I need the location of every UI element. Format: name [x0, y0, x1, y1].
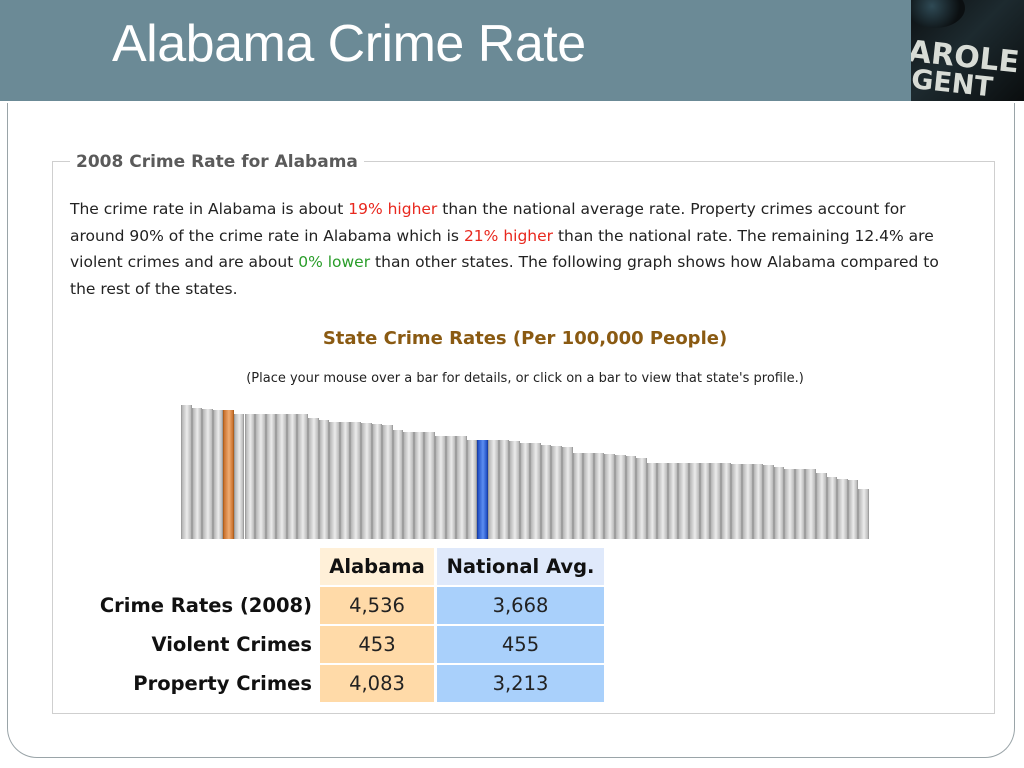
- chart-bar[interactable]: [244, 413, 256, 539]
- chart-bar[interactable]: [413, 432, 425, 539]
- chart-bar[interactable]: [329, 422, 340, 539]
- chart-bar[interactable]: [646, 462, 658, 539]
- national-value: 3,668: [437, 587, 604, 624]
- chart-bar[interactable]: [731, 464, 742, 539]
- chart-bar[interactable]: [255, 413, 266, 539]
- parole-agent-photo: AROLE GENT: [911, 0, 1024, 101]
- chart-bar[interactable]: [678, 462, 690, 539]
- table-header-alabama: Alabama: [320, 548, 437, 585]
- chart-bar[interactable]: [805, 469, 817, 539]
- table-row: Violent Crimes 453 455: [72, 626, 604, 663]
- slide-header: Alabama Crime Rate: [0, 0, 1024, 101]
- row-label: Crime Rates (2008): [99, 594, 312, 617]
- slide-title: Alabama Crime Rate: [112, 15, 586, 73]
- alabama-value: 4,083: [320, 665, 437, 702]
- table-row: Property Crimes 4,083 3,213: [72, 665, 604, 702]
- national-value: 3,213: [437, 665, 604, 702]
- chart-bar[interactable]: [636, 458, 647, 539]
- chart-bar[interactable]: [837, 478, 848, 539]
- chart-bar[interactable]: [593, 453, 605, 539]
- chart-bar[interactable]: [625, 456, 637, 539]
- chart-bar[interactable]: [509, 440, 520, 539]
- summary-part-1: The crime rate in Alabama is about: [70, 200, 349, 218]
- summary-part-3: than the national rate. The remaining 12…: [70, 226, 934, 272]
- chart-bar[interactable]: [847, 479, 859, 539]
- chart-bar[interactable]: [858, 489, 869, 539]
- chart-bar[interactable]: [540, 445, 552, 539]
- chart-bar[interactable]: [667, 462, 679, 539]
- chart-bar[interactable]: [657, 462, 668, 539]
- chart-bar[interactable]: [360, 422, 372, 539]
- chart-bar[interactable]: [297, 413, 308, 539]
- chart-bar[interactable]: [286, 413, 298, 539]
- chart-bar[interactable]: [689, 462, 700, 539]
- chart-bar[interactable]: [562, 446, 573, 539]
- chart-bar-alabama[interactable]: [223, 409, 234, 539]
- chart-bar[interactable]: [392, 429, 404, 539]
- chart-bar[interactable]: [773, 467, 785, 539]
- chart-bar[interactable]: [720, 462, 732, 539]
- chart-bar[interactable]: [339, 422, 351, 539]
- chart-bar[interactable]: [371, 423, 383, 539]
- chart-bar[interactable]: [318, 420, 330, 539]
- table-header-blank: [72, 548, 320, 585]
- chart-bar[interactable]: [435, 436, 446, 539]
- chart-bar[interactable]: [710, 462, 721, 539]
- chart-bar[interactable]: [741, 464, 753, 539]
- chart-bar[interactable]: [350, 422, 361, 539]
- chart-bar[interactable]: [212, 409, 224, 539]
- chart-bar[interactable]: [763, 465, 774, 539]
- table-row: Crime Rates (2008) 4,536 3,668: [72, 587, 604, 624]
- chart-bar[interactable]: [551, 446, 563, 539]
- national-value: 455: [437, 626, 604, 663]
- panel-legend: 2008 Crime Rate for Alabama: [70, 152, 364, 172]
- chart-bar[interactable]: [382, 424, 393, 539]
- alabama-value: 4,536: [320, 587, 437, 624]
- chart-bar[interactable]: [181, 405, 192, 539]
- chart-hint: (Place your mouse over a bar for details…: [246, 371, 804, 386]
- table-header-national: National Avg.: [437, 548, 604, 585]
- chart-bar[interactable]: [604, 454, 615, 539]
- chart-bar[interactable]: [466, 440, 478, 539]
- slide-frame: [7, 103, 1015, 758]
- chart-bar[interactable]: [816, 473, 827, 539]
- chart-bar[interactable]: [265, 413, 277, 539]
- chart-bar[interactable]: [826, 476, 838, 539]
- chart-bar[interactable]: [456, 436, 467, 539]
- chart-bar[interactable]: [583, 453, 594, 539]
- row-label: Property Crimes: [133, 672, 312, 695]
- violent-crime-comparison: 0% lower: [298, 253, 371, 271]
- crime-rate-comparison: 19% higher: [348, 200, 438, 218]
- chart-bar[interactable]: [572, 452, 584, 539]
- summary-part-4: than other states. The following graph s…: [70, 253, 939, 298]
- chart-bar[interactable]: [403, 432, 414, 539]
- chart-bar[interactable]: [308, 418, 319, 539]
- chart-bar[interactable]: [487, 440, 499, 539]
- chart-bar[interactable]: [191, 407, 203, 539]
- chart-bar[interactable]: [530, 443, 541, 539]
- summary-part-2: than the national average rate. Property…: [70, 200, 906, 245]
- chart-bar[interactable]: [519, 443, 531, 539]
- chart-bar[interactable]: [202, 408, 213, 539]
- chart-bar[interactable]: [498, 440, 510, 539]
- chart-bar[interactable]: [794, 468, 806, 539]
- chart-bar[interactable]: [784, 468, 795, 539]
- table-header-row: Alabama National Avg.: [72, 548, 604, 585]
- chart-bar[interactable]: [752, 464, 764, 539]
- chart-bar[interactable]: [233, 413, 245, 539]
- alabama-value: 453: [320, 626, 437, 663]
- chart-bar[interactable]: [699, 462, 711, 539]
- chart-bar[interactable]: [424, 432, 436, 539]
- chart-title: State Crime Rates (Per 100,000 People): [322, 328, 728, 349]
- chart-bar[interactable]: [614, 455, 626, 539]
- row-label: Violent Crimes: [151, 633, 313, 656]
- chart-bar-national[interactable]: [477, 440, 488, 539]
- crime-summary-text: The crime rate in Alabama is about 19% h…: [70, 196, 950, 302]
- crime-stats-table: Alabama National Avg. Crime Rates (2008)…: [72, 546, 604, 704]
- chart-bar[interactable]: [445, 436, 457, 539]
- chart-bar[interactable]: [276, 413, 287, 539]
- property-crime-comparison: 21% higher: [463, 226, 554, 245]
- crime-rate-panel: [52, 161, 995, 714]
